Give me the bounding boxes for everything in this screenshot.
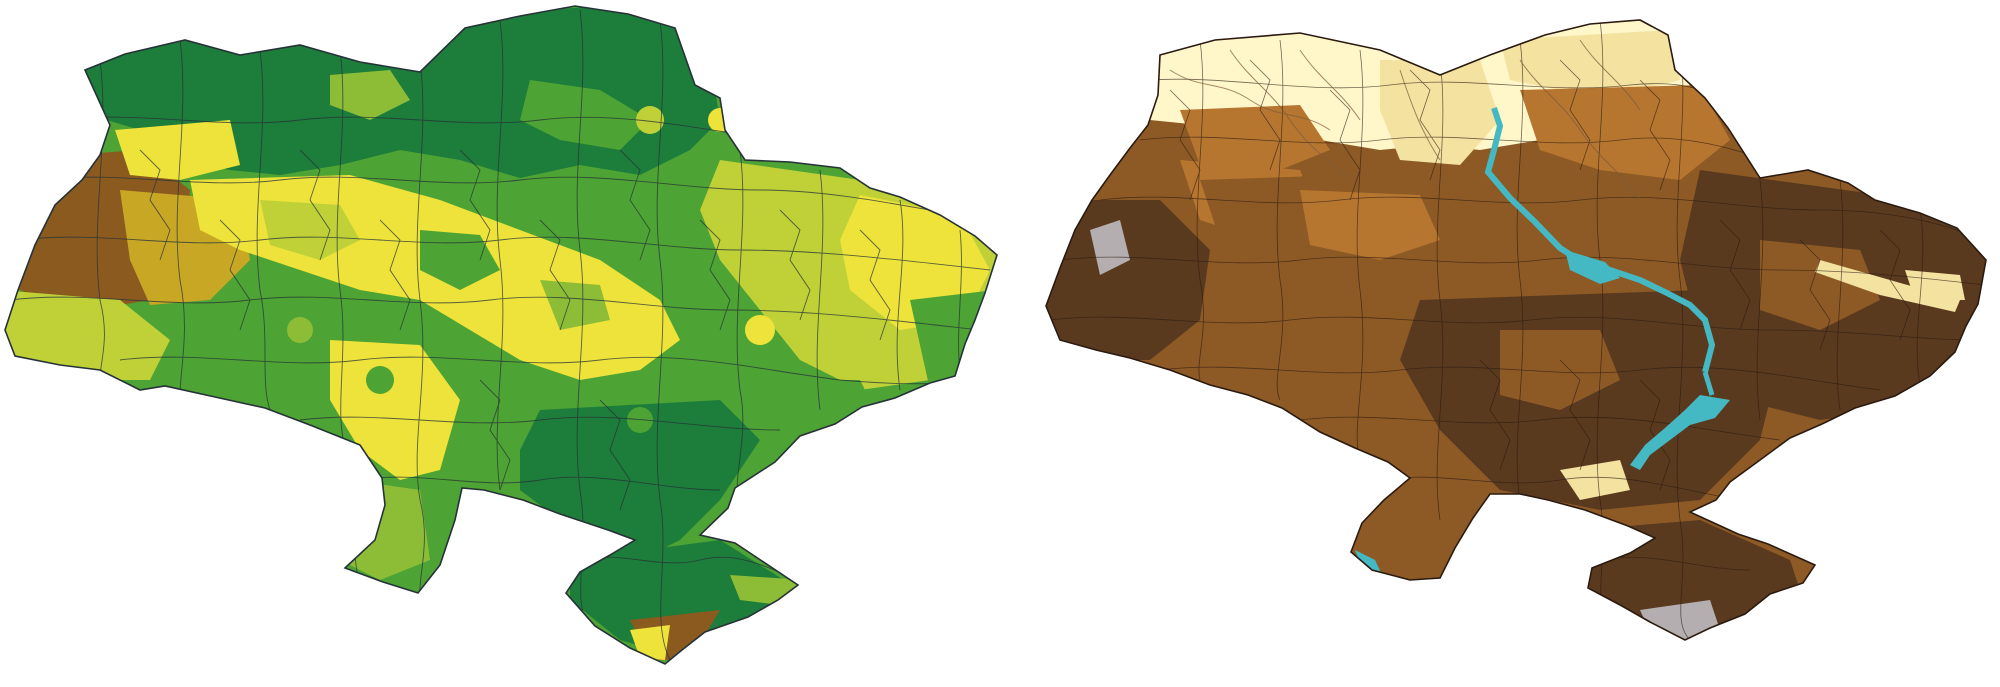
river-dnipro-south xyxy=(1702,371,1715,396)
region-central-lime xyxy=(260,200,360,260)
soil-west-gray xyxy=(1090,220,1130,275)
soil-south-tan xyxy=(1560,460,1630,500)
region-spot-5 xyxy=(745,315,775,345)
left-map xyxy=(4,5,998,665)
soil-east-tan-patch xyxy=(1905,270,1965,300)
soil-east-brown xyxy=(1760,240,1880,330)
region-spot-3 xyxy=(504,314,536,346)
reservoir-kakhovka xyxy=(1630,395,1730,470)
region-north-lime-patch xyxy=(330,70,410,120)
region-crimea-south-yellow xyxy=(630,625,670,660)
soil-central-orange xyxy=(1300,190,1440,260)
left-map-border xyxy=(4,5,998,665)
region-central-green-a xyxy=(420,230,500,290)
region-spot-2 xyxy=(708,108,732,132)
region-spot-1 xyxy=(636,106,664,134)
reservoir-dnister-estuary xyxy=(1355,550,1382,575)
region-southwest-lime xyxy=(5,290,170,380)
right-map-regions xyxy=(1046,20,1986,640)
right-map-border xyxy=(1045,19,1987,641)
region-central-green-b xyxy=(540,280,610,330)
soil-south-dark-brown xyxy=(1400,290,1780,510)
region-spot-4 xyxy=(366,366,394,394)
region-north-green-patch xyxy=(520,80,650,150)
left-map-regions xyxy=(5,6,997,661)
right-map xyxy=(1045,19,1987,641)
region-west-yellow xyxy=(115,120,240,180)
region-spot-7 xyxy=(287,317,313,343)
reservoir-kremenchuk xyxy=(1565,250,1620,284)
region-southwest-yellow xyxy=(330,340,460,480)
soil-northeast-tan xyxy=(1500,30,1680,95)
region-crimea-dark-green xyxy=(570,540,800,660)
right-river-lines xyxy=(1169,39,1641,201)
soil-northeast-orange xyxy=(1520,85,1730,180)
soil-north-orange xyxy=(1180,105,1330,170)
soil-north-tan xyxy=(1380,60,1500,165)
soil-south-brown xyxy=(1500,330,1620,410)
region-odesa-green xyxy=(340,480,430,580)
